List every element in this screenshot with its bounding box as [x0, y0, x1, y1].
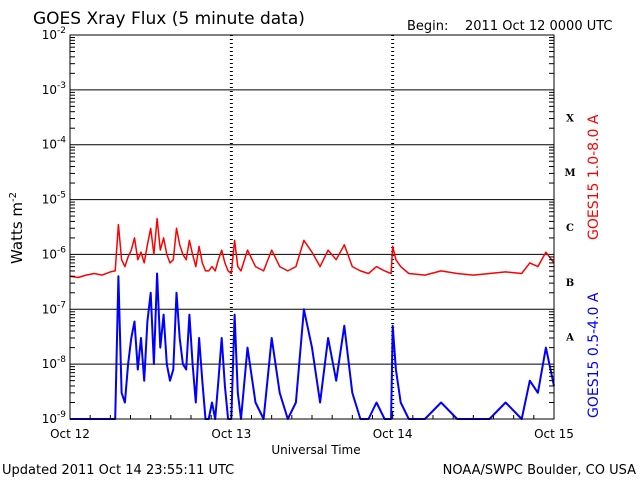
x-tick-label: Oct 15 — [534, 427, 574, 441]
flare-class-label: A — [565, 333, 574, 344]
updated-text: Updated 2011 Oct 14 23:55:11 UTC — [2, 463, 234, 478]
credit-text: NOAA/SWPC Boulder, CO USA — [443, 463, 636, 478]
flare-class-label: X — [566, 113, 574, 124]
chart-title: GOES Xray Flux (5 minute data) — [33, 9, 305, 29]
series-short-channel — [70, 272, 555, 420]
legend-short-channel: GOES15 0.5-4.0 A — [586, 292, 602, 418]
y-tick-label: 10-8 — [42, 355, 67, 371]
begin-value: 2011 Oct 12 0000 UTC — [465, 19, 613, 34]
y-tick-label: 10-5 — [42, 191, 66, 207]
series-layer — [69, 217, 555, 420]
y-tick-label: 10-6 — [42, 245, 67, 261]
y-tick-label: 10-2 — [42, 26, 66, 42]
y-tick-label: 10-9 — [42, 410, 67, 426]
flare-class-label: C — [566, 223, 574, 234]
ticks-layer: 10-9 10-8 10-7 10-6 10-5 10-4 10-3 10-2 Oct 12 Oc… — [42, 26, 574, 441]
flare-class-label: B — [566, 278, 574, 289]
y-axis-label: Watts m-2 — [8, 192, 26, 264]
x-tick-label: Oct 13 — [211, 427, 251, 441]
flare-class-labels: A B C M X — [564, 113, 575, 343]
y-tick-label: 10-4 — [42, 136, 67, 152]
series-long-channel — [69, 217, 555, 279]
legend-long-channel: GOES15 1.0-8.0 A — [586, 114, 602, 240]
x-tick-label: Oct 12 — [50, 427, 90, 441]
y-tick-label: 10-3 — [42, 81, 66, 97]
x-axis-label: Universal Time — [271, 443, 360, 457]
y-tick-label: 10-7 — [42, 300, 66, 316]
x-tick-label: Oct 14 — [373, 427, 413, 441]
flare-class-label: M — [564, 168, 575, 179]
begin-label: Begin: — [407, 19, 448, 34]
